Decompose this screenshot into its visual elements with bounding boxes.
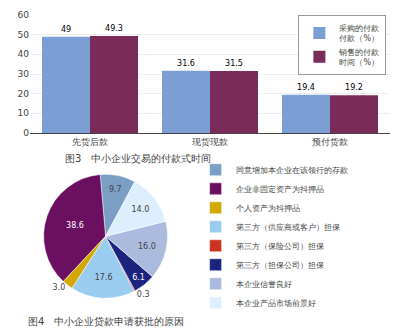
svg-text:0: 0 [23, 128, 29, 138]
svg-text:0.3: 0.3 [137, 290, 150, 299]
svg-text:个人资产为抖押品: 个人资产为抖押品 [236, 204, 300, 213]
svg-text:现货现款: 现货现款 [192, 137, 228, 147]
svg-text:40: 40 [18, 49, 30, 59]
svg-text:19.4: 19.4 [297, 83, 315, 92]
svg-text:14.0: 14.0 [131, 205, 149, 214]
svg-text:图4 中小企业贷款申请获批的原因: 图4 中小企业贷款申请获批的原因 [28, 316, 184, 327]
svg-text:49.3: 49.3 [105, 24, 123, 33]
svg-text:30: 30 [18, 69, 30, 79]
svg-text:同意增加本企业在该领行的存款: 同意增加本企业在该领行的存款 [236, 166, 348, 175]
svg-text:9.7: 9.7 [109, 185, 122, 194]
svg-text:第三方（保险公司）担保: 第三方（保险公司）担保 [236, 242, 324, 251]
svg-text:第三方（担保公司）担保: 第三方（担保公司）担保 [236, 261, 324, 270]
svg-text:企业非固定资产为抖押品: 企业非固定资产为抖押品 [236, 185, 324, 194]
svg-text:50: 50 [18, 30, 30, 40]
svg-text:49: 49 [61, 25, 71, 34]
svg-text:20: 20 [18, 89, 30, 99]
svg-text:60: 60 [18, 10, 30, 20]
svg-text:31.5: 31.5 [225, 59, 243, 68]
svg-text:17.6: 17.6 [95, 273, 113, 282]
svg-text:预付货款: 预付货款 [312, 137, 348, 147]
svg-text:第三方（供应商或客户）担保: 第三方（供应商或客户）担保 [236, 223, 340, 232]
svg-text:3.0: 3.0 [53, 283, 66, 292]
svg-text:38.6: 38.6 [66, 221, 84, 230]
svg-text:本企业产品市场前景好: 本企业产品市场前景好 [236, 299, 316, 308]
svg-text:10: 10 [18, 108, 30, 118]
svg-text:6.1: 6.1 [132, 273, 145, 282]
svg-text:31.6: 31.6 [177, 59, 195, 68]
svg-text:先货后款: 先货后款 [72, 137, 108, 147]
svg-text:图3 中小企业交易的付款式时间: 图3 中小企业交易的付款式时间 [65, 153, 211, 164]
svg-text:19.2: 19.2 [345, 83, 363, 92]
svg-text:采购的付款付款（%）: 采购的付款付款（%） [339, 24, 379, 43]
svg-text:16.0: 16.0 [138, 242, 156, 251]
svg-text:本企业信誉良好: 本企业信誉良好 [236, 280, 292, 289]
svg-text:销售的付款时间（%）: 销售的付款时间（%） [338, 48, 379, 67]
